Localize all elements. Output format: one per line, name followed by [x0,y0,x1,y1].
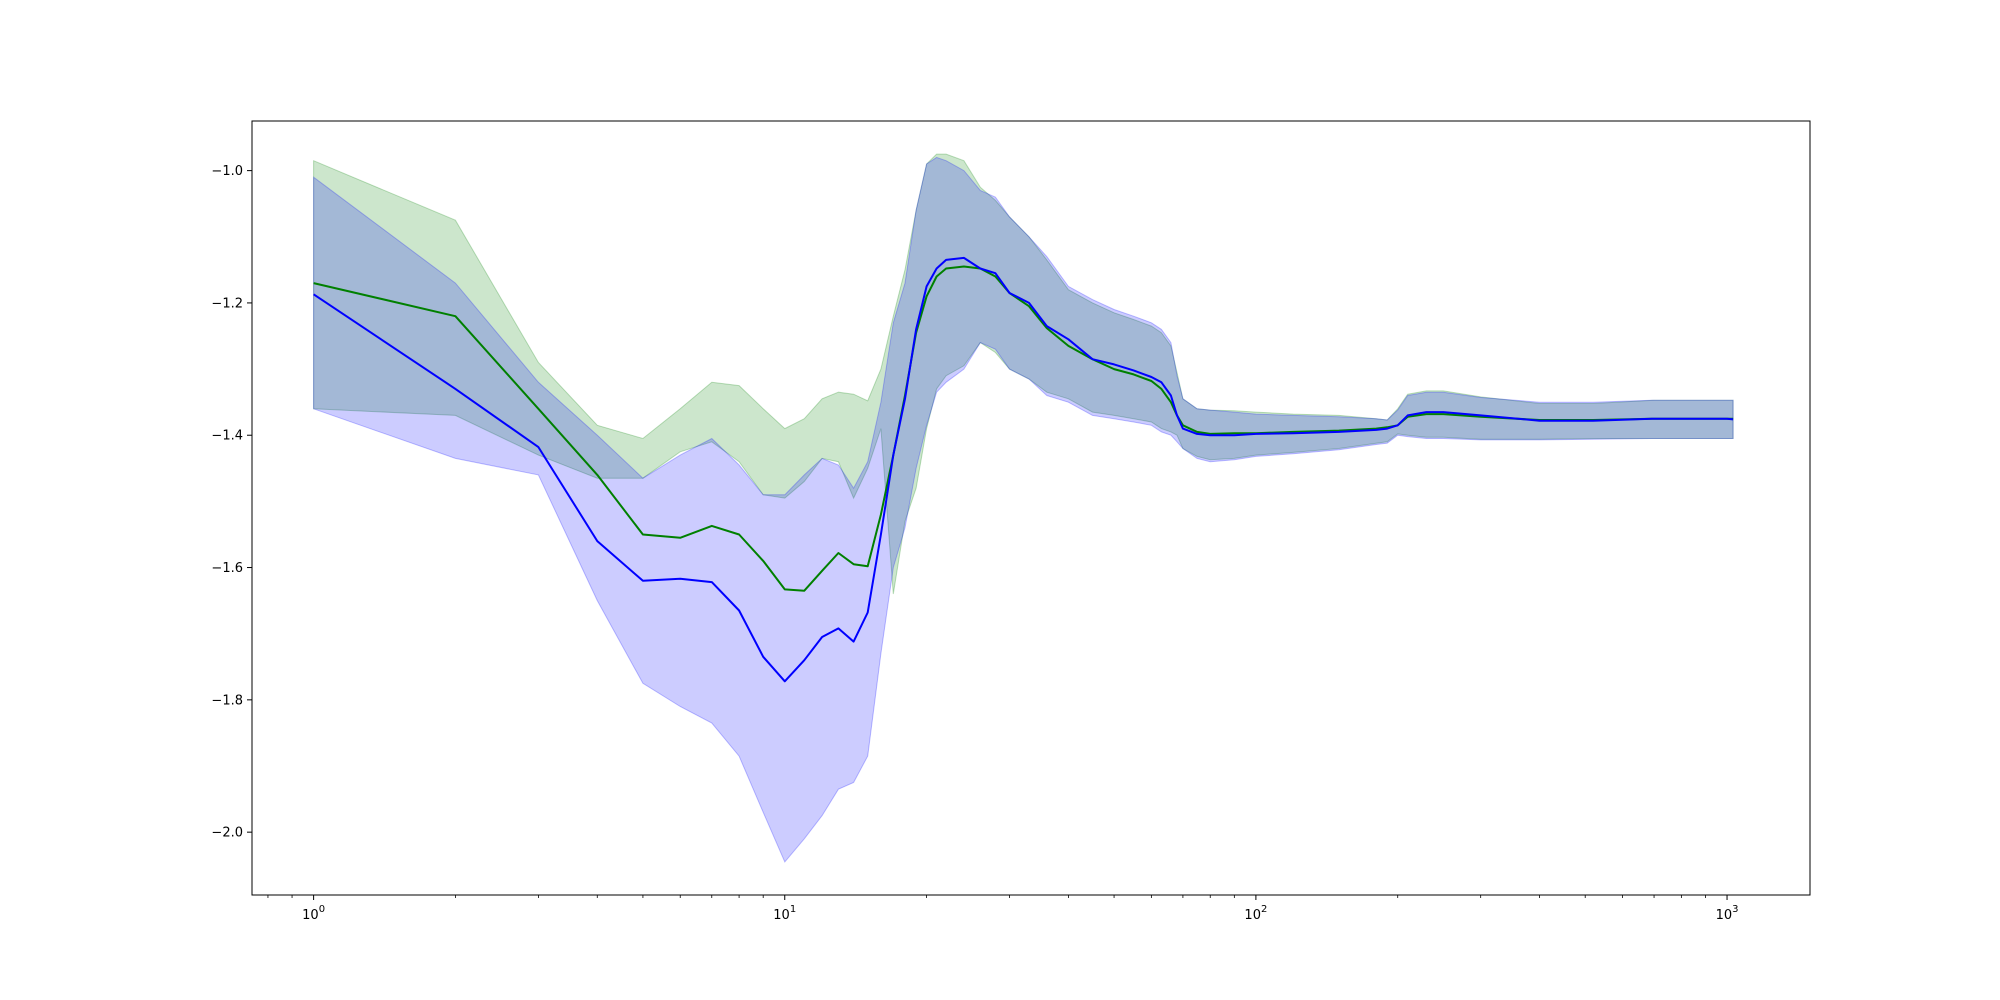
y-tick-label: −1.4 [211,429,243,444]
series-2-line [313,256,1734,683]
confidence-bands [313,153,1734,863]
x-tick-label-exponent: 1 [790,904,796,915]
y-tick-label: −1.2 [211,296,243,311]
x-tick-label-base: 10 [1244,908,1261,923]
x-tick-label-exponent: 2 [1261,904,1267,915]
plot-area-frame [251,120,1811,896]
x-tick-label: 103 [1716,904,1739,923]
series-lines [313,256,1734,683]
y-axis: −1.0 −1.2 −1.4 −1.6 −1.8 −2.0 [211,164,252,841]
y-tick-label: −2.0 [211,826,243,841]
series-2-band [313,156,1734,863]
y-tick-label: −1.0 [211,164,243,179]
x-tick-label: 100 [302,904,325,923]
x-tick-label-base: 10 [1716,908,1733,923]
x-tick-label-exponent: 3 [1732,904,1738,915]
x-tick-label-base: 10 [773,908,790,923]
x-tick-label-exponent: 0 [319,904,325,915]
series-1-band [313,153,1734,595]
y-tick-label: −1.8 [211,693,243,708]
y-tick-label: −1.6 [211,561,243,576]
x-axis: 100 101 102 103 [267,895,1739,923]
x-tick-label-base: 10 [302,908,319,923]
x-tick-label: 101 [773,904,796,923]
x-tick-label: 102 [1244,904,1267,923]
